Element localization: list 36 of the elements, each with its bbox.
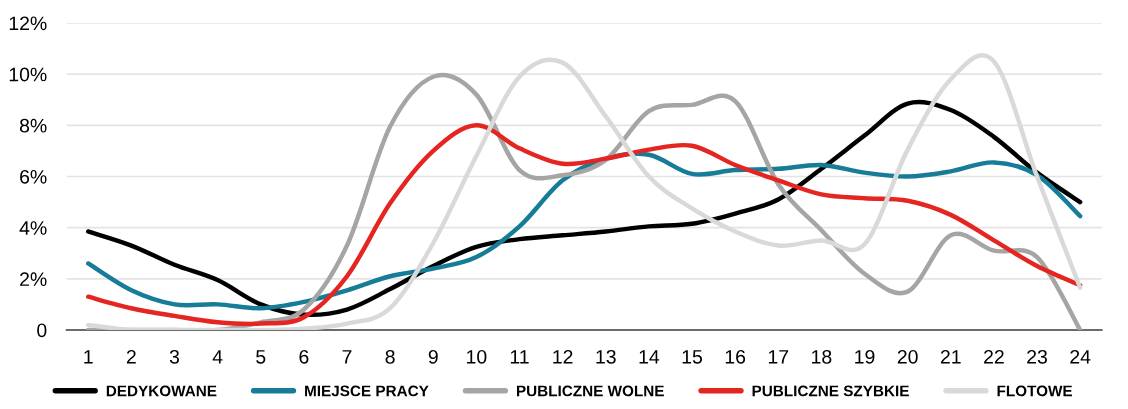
y-tick-label: 2% [20,272,47,286]
y-tick-label: 12% [9,16,47,31]
x-tick-label: 20 [897,349,918,364]
x-tick-label: 9 [428,349,438,364]
x-tick-label: 22 [984,349,1004,364]
x-tick-label: 10 [467,349,487,364]
legend-label: FLOTOWE [997,385,1073,397]
x-tick-label: 17 [768,350,789,364]
x-tick-label: 11 [510,350,529,364]
y-tick-label: 6% [20,169,47,184]
x-tick-label: 8 [385,349,395,364]
x-tick-label: 16 [725,349,746,364]
x-tick-label: 12 [553,349,573,364]
y-tick-label: 8% [19,118,47,133]
x-tick-label: 14 [639,350,660,364]
legend-label: DEDYKOWANE [106,385,217,397]
y-tick-label: 0 [37,323,47,338]
x-tick-label: 7 [342,350,352,364]
legend-label: PUBLICZNE WOLNE [516,385,664,397]
x-tick-label: 2 [126,349,136,364]
y-tick-label: 4% [19,221,47,235]
x-tick-label: 4 [212,350,223,364]
x-tick-label: 1 [84,350,93,364]
x-tick-label: 5 [256,350,266,364]
x-tick-label: 24 [1070,349,1091,364]
x-tick-label: 18 [812,349,832,364]
x-tick-label: 6 [299,349,309,364]
x-tick-label: 19 [855,349,875,364]
x-tick-label: 23 [1027,349,1047,364]
x-tick-label: 15 [682,350,703,364]
x-tick-label: 3 [169,349,180,364]
x-tick-label: 13 [596,349,616,364]
legend-label: PUBLICZNE SZYBKIE [752,385,909,397]
legend-label: MIEJSCE PRACY [305,385,429,397]
x-tick-label: 21 [940,349,961,364]
y-tick-label: 10% [9,67,47,82]
